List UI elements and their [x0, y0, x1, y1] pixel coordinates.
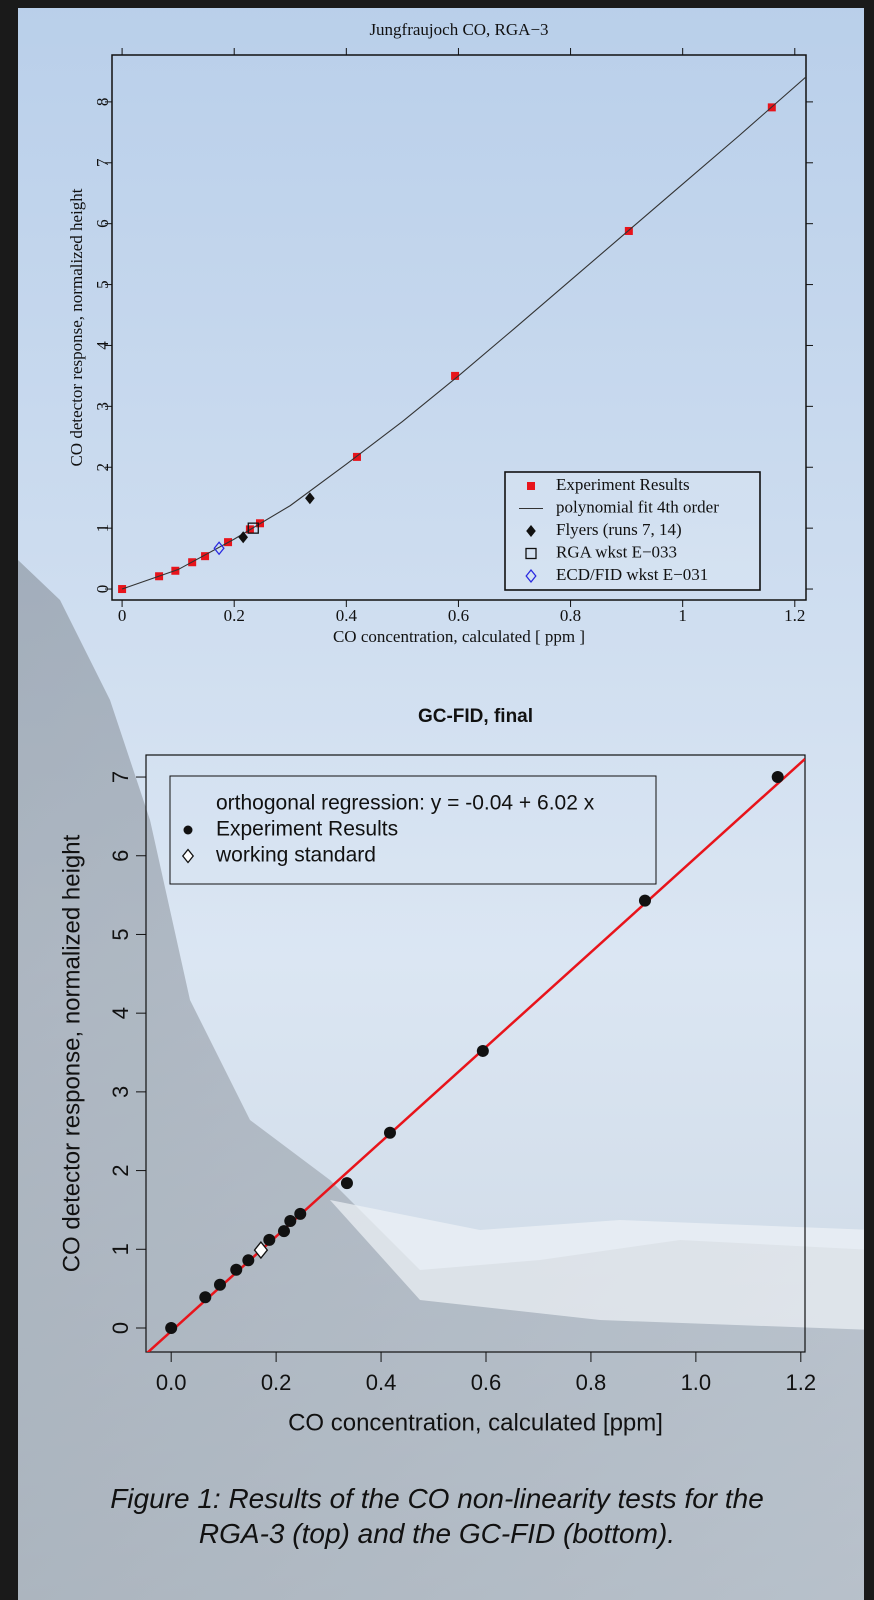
x-tick-label: 1.0	[681, 1370, 712, 1395]
x-tick-label: 0.8	[560, 606, 581, 625]
x-tick-label: 0.4	[366, 1370, 397, 1395]
frame-top	[0, 0, 874, 8]
snow	[330, 1200, 874, 1330]
y-axis-label: CO detector response, normalized height	[58, 834, 85, 1272]
y-tick-label: 0	[93, 585, 112, 594]
point	[181, 848, 195, 864]
y-tick-label: 3	[93, 402, 112, 411]
y-tick-label: 4	[108, 1007, 133, 1019]
y-tick-label: 1	[93, 524, 112, 533]
y-tick-label: 1	[108, 1243, 133, 1255]
y-tick-label: 2	[108, 1164, 133, 1176]
title: GC-FID, final	[418, 706, 533, 727]
title: Jungfraujoch CO, RGA−3	[369, 20, 548, 39]
point	[230, 1263, 243, 1276]
y-tick-label: 8	[93, 98, 112, 107]
y-tick-label: 4	[93, 341, 112, 350]
y-tick-label: 2	[93, 463, 112, 472]
frame-left	[0, 0, 18, 1600]
fit-line	[146, 758, 805, 1352]
x-tick-label: 0.2	[261, 1370, 292, 1395]
y-tick-label: 6	[93, 219, 112, 228]
x-tick-label: 0.2	[224, 606, 245, 625]
y-tick-label: 3	[108, 1086, 133, 1098]
y-tick-label: 5	[108, 928, 133, 940]
plot-frame	[111, 54, 807, 601]
point	[476, 1044, 489, 1057]
frame-right	[864, 0, 874, 1600]
caption: Figure 1: Results of the CO non-linearit…	[110, 1483, 764, 1549]
point	[771, 771, 784, 784]
legend-text: Flyers (runs 7, 14)	[556, 520, 682, 539]
x-tick-label: 0.8	[576, 1370, 607, 1395]
point	[238, 531, 248, 544]
point	[525, 568, 537, 584]
point	[525, 547, 537, 560]
legend-text: RGA wkst E−033	[556, 542, 677, 561]
point	[165, 1321, 178, 1334]
chart-gcfid: GC-FID, final 0.0 0.2 0.4 0.6 0.8 1.0 1.2 0 1 2 3 4 5…	[58, 706, 816, 1436]
point	[383, 1126, 396, 1139]
point	[352, 452, 361, 461]
point	[247, 522, 259, 534]
plot-area	[146, 758, 805, 1352]
x-tick-label: 0.0	[156, 1370, 187, 1395]
point	[451, 371, 460, 380]
plot-frame	[145, 754, 806, 1353]
point	[294, 1207, 307, 1220]
point	[340, 1177, 353, 1190]
mountain	[18, 560, 874, 1600]
point	[253, 1241, 269, 1260]
point	[213, 541, 225, 556]
point	[201, 552, 210, 561]
legend-text: polynomial fit 4th order	[556, 497, 719, 516]
x-tick-label: 1.2	[784, 606, 805, 625]
point	[242, 1254, 255, 1267]
x-tick-label: 0.4	[336, 606, 358, 625]
y-tick-label: 0	[108, 1322, 133, 1334]
x-tick-label: 0.6	[471, 1370, 502, 1395]
y-tick-label: 5	[93, 280, 112, 289]
legend-box	[504, 471, 761, 591]
legend-text: working standard	[215, 844, 376, 867]
point	[638, 894, 651, 907]
x-tick-label: 0	[118, 606, 127, 625]
x-tick-label: 0.6	[448, 606, 469, 625]
y-tick-label: 7	[93, 158, 112, 167]
x-axis-label: CO concentration, calculated [ppm]	[288, 1409, 663, 1436]
x-tick-label: 1.2	[786, 1370, 817, 1395]
y-axis-label: CO detector response, normalized height	[67, 188, 86, 466]
point	[284, 1214, 297, 1227]
point	[526, 525, 536, 537]
legend-text: Experiment Results	[216, 818, 398, 841]
point	[263, 1233, 276, 1246]
chart-rga: Jungfraujoch CO, RGA−3 0 0.2 0.4 0.6 0.8 1 1.2 0…	[67, 20, 813, 646]
point	[183, 825, 193, 835]
point	[277, 1225, 290, 1238]
point	[305, 492, 315, 505]
plot-area	[118, 76, 806, 594]
legend-box	[169, 775, 657, 885]
y-tick-label: 6	[108, 850, 133, 862]
x-tick-label: 1	[678, 606, 687, 625]
legend-text: ECD/FID wkst E−031	[556, 565, 708, 584]
x-axis-label: CO concentration, calculated [ ppm ]	[333, 627, 585, 646]
fit-line	[121, 76, 806, 590]
y-tick-label: 7	[108, 771, 133, 783]
point	[527, 482, 535, 490]
legend-text: Experiment Results	[556, 475, 690, 494]
point	[213, 1278, 226, 1291]
legend-text: orthogonal regression: y = -0.04 + 6.02 …	[216, 792, 595, 815]
point	[199, 1291, 212, 1304]
